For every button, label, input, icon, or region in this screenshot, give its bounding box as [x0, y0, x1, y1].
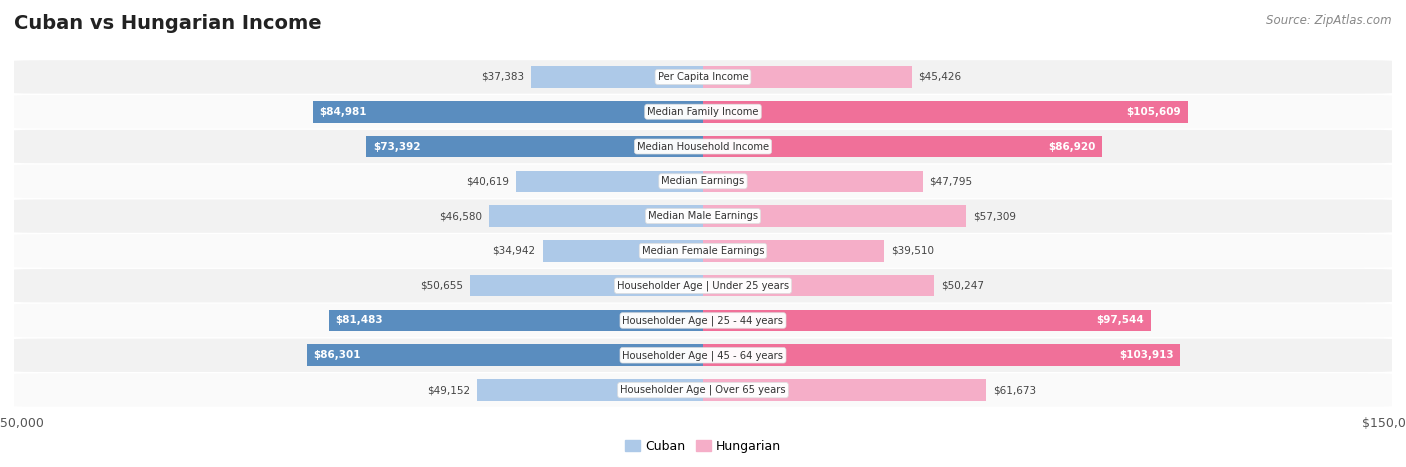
Text: $57,309: $57,309: [973, 211, 1017, 221]
Text: Householder Age | Under 25 years: Householder Age | Under 25 years: [617, 281, 789, 291]
Bar: [531, 66, 703, 88]
Text: Median Family Income: Median Family Income: [647, 107, 759, 117]
Bar: [703, 345, 1180, 366]
Bar: [329, 310, 703, 331]
FancyBboxPatch shape: [0, 374, 1406, 407]
Text: Median Male Earnings: Median Male Earnings: [648, 211, 758, 221]
Bar: [703, 310, 1152, 331]
Text: Per Capita Income: Per Capita Income: [658, 72, 748, 82]
Bar: [366, 136, 703, 157]
FancyBboxPatch shape: [0, 95, 1406, 128]
FancyBboxPatch shape: [0, 199, 1406, 233]
Legend: Cuban, Hungarian: Cuban, Hungarian: [620, 435, 786, 458]
FancyBboxPatch shape: [0, 269, 1406, 303]
Bar: [312, 101, 703, 122]
Text: $73,392: $73,392: [373, 142, 420, 151]
Text: $46,580: $46,580: [439, 211, 482, 221]
Text: Householder Age | 25 - 44 years: Householder Age | 25 - 44 years: [623, 315, 783, 326]
Bar: [703, 136, 1102, 157]
FancyBboxPatch shape: [0, 339, 1406, 372]
Bar: [471, 275, 703, 297]
Bar: [703, 101, 1188, 122]
Bar: [477, 379, 703, 401]
Text: $49,152: $49,152: [427, 385, 471, 395]
Bar: [543, 240, 703, 262]
Text: Median Household Income: Median Household Income: [637, 142, 769, 151]
FancyBboxPatch shape: [0, 130, 1406, 163]
Bar: [489, 205, 703, 227]
FancyBboxPatch shape: [0, 234, 1406, 268]
FancyBboxPatch shape: [0, 60, 1406, 93]
Text: $86,301: $86,301: [314, 350, 361, 360]
Bar: [703, 205, 966, 227]
Text: Householder Age | 45 - 64 years: Householder Age | 45 - 64 years: [623, 350, 783, 361]
Text: $37,383: $37,383: [481, 72, 524, 82]
Text: $50,655: $50,655: [420, 281, 464, 290]
Text: Source: ZipAtlas.com: Source: ZipAtlas.com: [1267, 14, 1392, 27]
Bar: [703, 170, 922, 192]
Text: Householder Age | Over 65 years: Householder Age | Over 65 years: [620, 385, 786, 396]
Bar: [703, 275, 934, 297]
FancyBboxPatch shape: [0, 304, 1406, 337]
Text: $84,981: $84,981: [319, 107, 367, 117]
Text: Median Earnings: Median Earnings: [661, 177, 745, 186]
Bar: [703, 240, 884, 262]
Text: $47,795: $47,795: [929, 177, 973, 186]
Text: $45,426: $45,426: [918, 72, 962, 82]
Text: $40,619: $40,619: [467, 177, 509, 186]
Bar: [703, 379, 986, 401]
Text: $103,913: $103,913: [1119, 350, 1174, 360]
Text: $61,673: $61,673: [993, 385, 1036, 395]
Text: Cuban vs Hungarian Income: Cuban vs Hungarian Income: [14, 14, 322, 33]
Bar: [307, 345, 703, 366]
Text: $105,609: $105,609: [1126, 107, 1181, 117]
Text: $34,942: $34,942: [492, 246, 536, 256]
Text: $97,544: $97,544: [1097, 316, 1144, 325]
Text: $50,247: $50,247: [941, 281, 984, 290]
Bar: [516, 170, 703, 192]
Text: Median Female Earnings: Median Female Earnings: [641, 246, 765, 256]
Text: $86,920: $86,920: [1047, 142, 1095, 151]
Text: $39,510: $39,510: [891, 246, 935, 256]
Bar: [703, 66, 911, 88]
Text: $81,483: $81,483: [336, 316, 384, 325]
FancyBboxPatch shape: [0, 164, 1406, 198]
